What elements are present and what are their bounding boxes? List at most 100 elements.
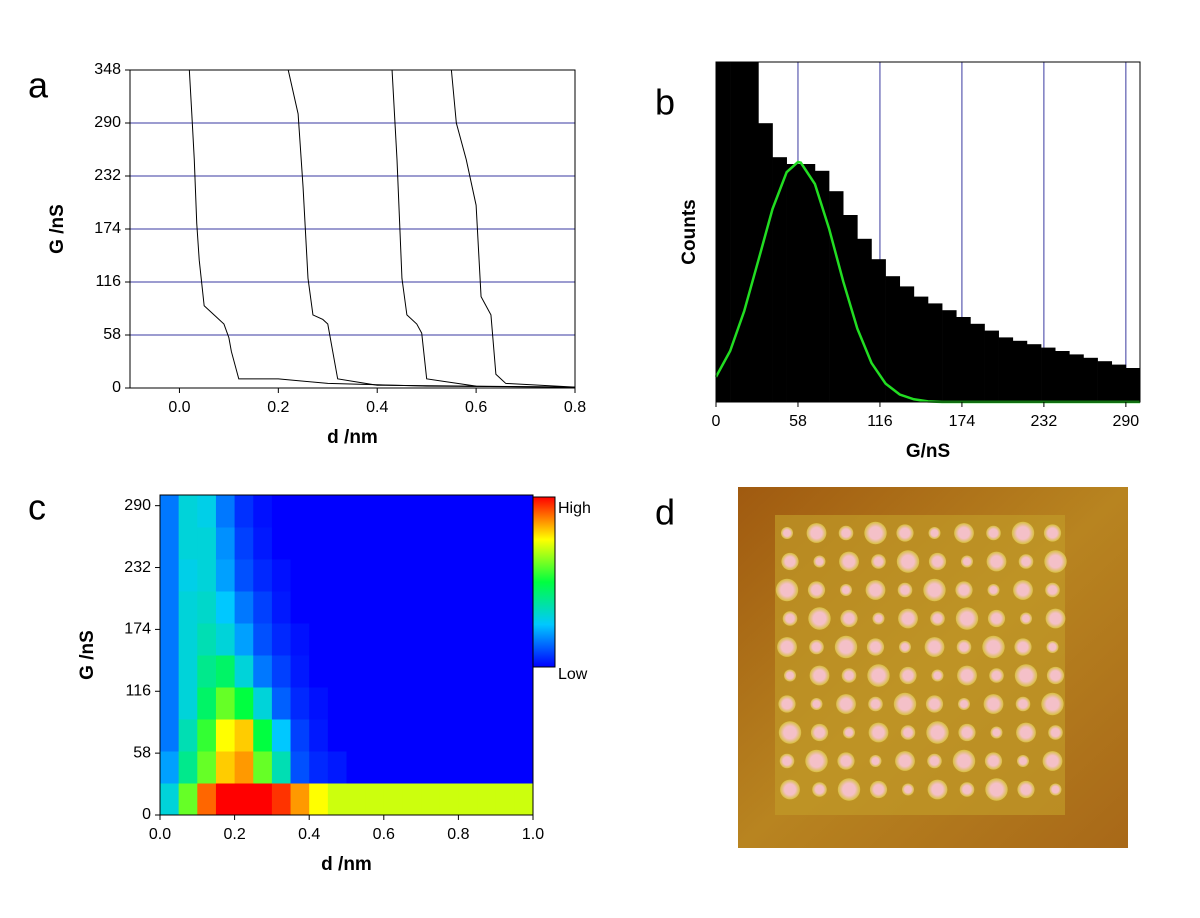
heat-cell [197,527,217,560]
afm-dot [813,555,826,568]
y-tick-label: 174 [94,220,121,237]
heat-cell [178,783,198,816]
afm-dot [869,755,882,767]
afm-dot [899,666,917,685]
afm-dot [865,580,886,600]
heat-cell [215,591,236,624]
afm-dot [959,782,975,797]
heat-cell [178,751,198,784]
heat-cell [290,527,310,560]
afm-dot [957,665,977,686]
afm-dot [1014,638,1032,656]
bars [716,62,1140,402]
afm-dot [834,635,858,659]
bar [928,303,943,402]
heat-cell [495,591,515,624]
afm-dot [983,694,1004,714]
x-tick-label: 232 [1031,413,1058,430]
x-tick-label: 58 [789,413,807,430]
afm-dot [928,552,947,571]
heat-cell [327,751,347,784]
x-tick-label: 0.6 [373,826,395,843]
heat-cell [309,751,329,784]
heat-cell [178,495,198,528]
heat-cell [160,495,180,528]
heat-cell [514,559,534,592]
afm-dot [810,723,829,742]
y-tick-label: 290 [94,114,121,131]
afm-dot [958,723,976,742]
heat-cell [271,751,292,784]
heat-cell [495,719,515,752]
heat-cell [234,655,254,688]
heat-cell [215,623,236,656]
afm-dot [958,698,970,710]
heat-cell [514,655,534,688]
heat-cell [178,591,198,624]
afm-dot [926,721,949,744]
heat-cell [327,719,347,752]
heat-cell [290,719,310,752]
heat-cell [365,783,385,816]
heat-cell [253,783,273,816]
heat-cell [271,719,292,752]
afm-dot [841,668,857,683]
heat-cell [178,719,198,752]
bar [1083,357,1098,402]
afm-dot [775,578,799,602]
y-tick-label: 0 [142,806,151,823]
afm-dot [1011,521,1035,545]
heat-cell [271,687,292,720]
afm-dot [902,783,914,796]
heat-cell [197,687,217,720]
afm-dot [899,641,911,653]
heat-cell [346,719,366,752]
heat-cell [495,623,515,656]
heat-cell [234,719,254,752]
heat-cell [197,719,217,752]
heat-cell [383,559,403,592]
afm-dot [838,525,854,541]
bar [1012,340,1028,402]
bar [786,164,802,402]
heat-cell [439,623,459,656]
heat-cell [514,623,534,656]
heat-cell [495,527,515,560]
afm-dot [961,555,973,568]
heat-cell [327,495,347,528]
heat-cell [215,655,236,688]
bar [1111,364,1127,402]
afm-dot [956,639,972,655]
heat-cell [160,719,180,752]
heat-cell [346,783,366,816]
heat-cell [271,591,292,624]
heat-cell [309,495,329,528]
heat-cell [160,559,180,592]
afm-dot [1043,524,1062,542]
x-tick-label: 0.6 [465,399,487,416]
heat-cell [253,559,273,592]
afm-dot [781,527,793,539]
bar [1069,354,1084,402]
heat-cell [458,655,478,688]
heat-cell [327,591,347,624]
heat-cell [477,623,497,656]
heat-cell [477,495,497,528]
bar [998,337,1014,402]
heat-cell [253,719,273,752]
heat-cell [402,527,422,560]
y-tick-label: 232 [124,559,151,576]
afm-dot [931,669,944,682]
colorbar-label: Low [558,666,588,683]
heat-cell [327,687,347,720]
bar [744,62,759,402]
heat-cell [514,495,534,528]
heat-cell [365,559,385,592]
afm-dot [864,521,887,545]
heat-cell [160,687,180,720]
heat-cell [253,623,273,656]
bar [829,191,844,402]
heat-cell [234,751,254,784]
heat-cell [290,495,310,528]
afm-dot [866,638,885,656]
